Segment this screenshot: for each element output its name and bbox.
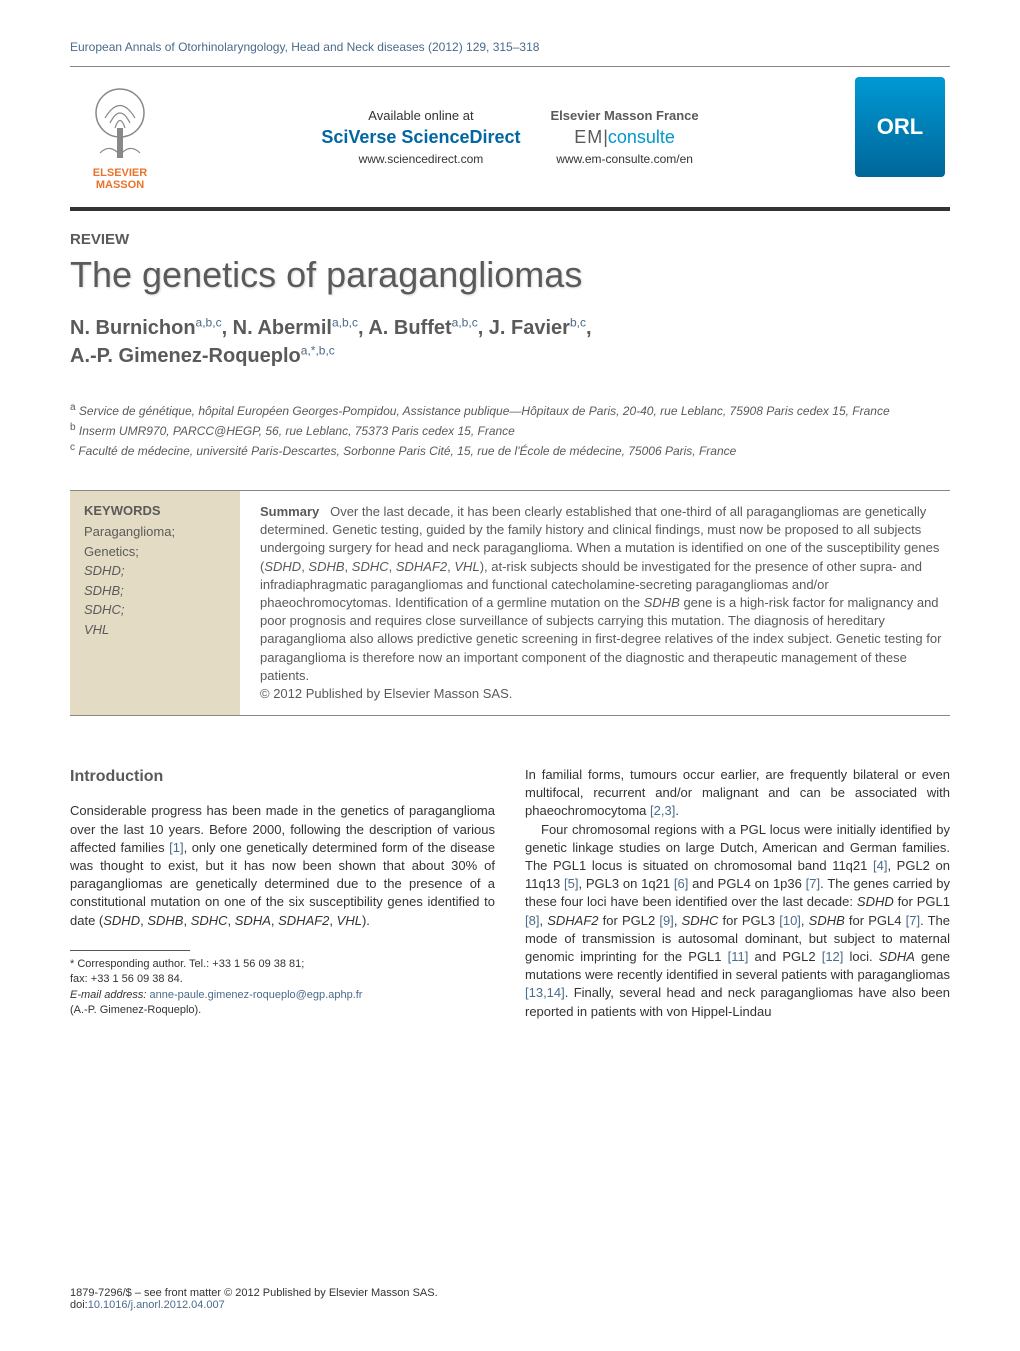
keywords-heading: KEYWORDS [84, 503, 226, 518]
masson-text: MASSON [96, 179, 144, 191]
publisher-banner: ELSEVIER MASSON Available online at SciV… [70, 66, 950, 211]
keywords-list: Paraganglioma;Genetics;SDHD;SDHB;SDHC;VH… [84, 522, 226, 639]
intro-paragraph: Considerable progress has been made in t… [70, 802, 495, 929]
affiliations-block: a Service de génétique, hôpital Européen… [70, 400, 950, 460]
keywords-box: KEYWORDS Paraganglioma;Genetics;SDHD;SDH… [70, 491, 240, 715]
sciencedirect-url[interactable]: www.sciencedirect.com [359, 152, 484, 166]
sciencedirect-block: Available online at SciVerse ScienceDire… [321, 108, 520, 166]
journal-header: European Annals of Otorhinolaryngology, … [70, 40, 950, 54]
elsevier-text: ELSEVIER [93, 167, 147, 179]
footnote-separator [70, 950, 190, 951]
introduction-heading: Introduction [70, 766, 495, 788]
abstract-block: KEYWORDS Paraganglioma;Genetics;SDHD;SDH… [70, 490, 950, 716]
left-column: Introduction Considerable progress has b… [70, 766, 495, 1021]
affiliation-b: Inserm UMR970, PARCC@HEGP, 56, rue Lebla… [79, 424, 515, 438]
corresponding-author-footnote: * Corresponding author. Tel.: +33 1 56 0… [70, 957, 495, 1019]
right-paragraph-2: Four chromosomal regions with a PGL locu… [525, 821, 950, 1021]
summary-text: Over the last decade, it has been clearl… [260, 504, 941, 683]
right-paragraph-1: In familial forms, tumours occur earlier… [525, 766, 950, 821]
abstract-copyright: © 2012 Published by Elsevier Masson SAS. [260, 686, 512, 701]
article-title: The genetics of paragangliomas [70, 254, 950, 296]
affiliation-a: Service de génétique, hôpital Européen G… [79, 404, 890, 418]
em-consulte-logo: EM|consulte [574, 127, 675, 148]
keyword-item: SDHC; [84, 600, 226, 620]
emconsulte-url[interactable]: www.em-consulte.com/en [556, 152, 693, 166]
affiliation-c: Faculté de médecine, université Paris-De… [78, 444, 736, 458]
sciverse-logo-text: SciVerse ScienceDirect [321, 127, 520, 148]
keyword-item: Paraganglioma; [84, 522, 226, 542]
keyword-item: SDHD; [84, 561, 226, 581]
masson-france-label: Elsevier Masson France [551, 108, 699, 123]
page-footer: 1879-7296/$ – see front matter © 2012 Pu… [70, 1287, 438, 1311]
article-type: REVIEW [70, 231, 950, 248]
keyword-item: Genetics; [84, 542, 226, 562]
emconsulte-block: Elsevier Masson France EM|consulte www.e… [551, 108, 699, 166]
orl-text: ORL [877, 114, 923, 140]
body-columns: Introduction Considerable progress has b… [70, 766, 950, 1021]
elsevier-logo: ELSEVIER MASSON [70, 77, 170, 197]
summary-label: Summary [260, 504, 319, 519]
available-online-label: Available online at [368, 108, 473, 123]
keyword-item: VHL [84, 620, 226, 640]
journal-cover-icon: ORL [850, 77, 950, 197]
corresponding-email-link[interactable]: anne-paule.gimenez-roqueplo@egp.aphp.fr [149, 989, 362, 1001]
summary-column: Summary Over the last decade, it has bee… [260, 491, 950, 715]
authors-list: N. Burnichona,b,c, N. Abermila,b,c, A. B… [70, 314, 950, 370]
keyword-item: SDHB; [84, 581, 226, 601]
right-column: In familial forms, tumours occur earlier… [525, 766, 950, 1021]
doi-link[interactable]: 10.1016/j.anorl.2012.04.007 [88, 1299, 225, 1311]
elsevier-tree-icon [85, 83, 155, 163]
